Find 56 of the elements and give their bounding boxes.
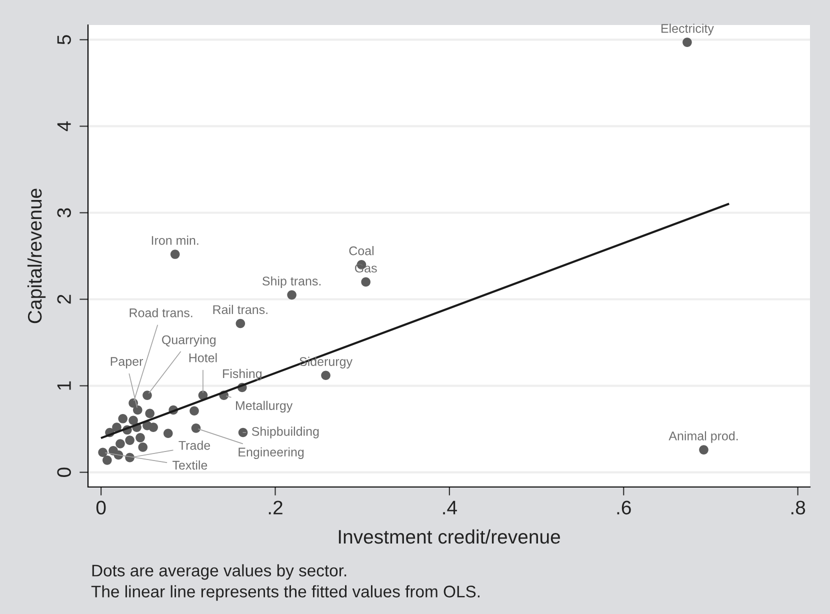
annotation: Metallurgy [236,400,293,412]
point [98,448,108,458]
point [682,38,692,47]
annotation: Fishing [223,368,262,381]
point [236,318,246,328]
point [138,442,148,452]
y-tick-label: 4 [57,121,71,132]
annotation: Iron min. [152,236,198,245]
x-tick-label: .2 [268,500,282,514]
annotation: Engineering [238,447,304,459]
x-tick-label: 0 [96,500,106,514]
point [112,422,122,432]
point [128,416,138,426]
annotation: Electricity [661,24,714,36]
annotation: Hotel [189,353,217,362]
point [321,370,330,380]
point [102,456,112,465]
point [145,408,154,418]
point [118,414,128,424]
annotation: Rail trans. [213,304,268,314]
point [361,277,370,287]
annotation: Animal prod. [668,431,738,443]
x-tick-label: .4 [443,500,457,514]
x-axis-title: Investment credit/revenue [338,529,560,544]
y-tick-label: 0 [57,468,71,477]
point [116,439,125,448]
annotation: Paper [110,357,144,368]
y-tick-label: 3 [57,208,71,218]
point [136,433,145,442]
point [142,390,152,400]
point [699,445,708,454]
annotation: Shipbuilding [252,426,319,438]
x-tick-label: .6 [617,500,631,514]
point [191,424,201,433]
annotation: Road trans. [130,308,192,318]
text: The linear line represents the fitted values from OLS. [91,585,480,601]
annotation: Coal [349,246,374,256]
y-tick-label: 2 [57,294,71,304]
text: Dots are average values by sector. [92,564,346,580]
y-tick-label: 1 [57,381,71,390]
point [132,405,142,415]
annotation: Textile [172,460,208,470]
point [170,250,180,259]
point [148,422,158,432]
point [163,428,173,438]
annotation: Trade [178,440,210,450]
point [125,436,134,445]
annotation: Ship trans. [262,276,321,288]
point [190,406,199,416]
y-tick-label: 5 [57,35,71,44]
point [287,290,296,300]
x-tick-label: .8 [791,500,806,514]
annotation: Quarrying [162,335,216,347]
annotation: Siderurgy [300,356,352,368]
y-axis-title: Capital/revenue [27,188,46,324]
point [238,428,248,438]
